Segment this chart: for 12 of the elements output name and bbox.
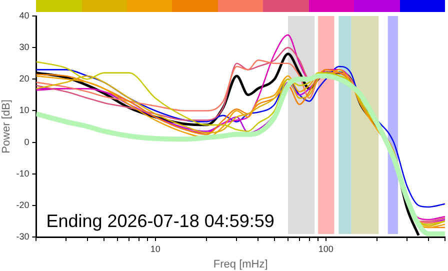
y-tick-label: 40: [19, 10, 30, 20]
y-tick-label: 10: [19, 105, 30, 116]
annotation: Ending 2026-07-18 04:59:59: [46, 210, 274, 231]
y-tick-label: -20: [16, 200, 30, 210]
y-axis-title: Power [dB]: [0, 100, 13, 154]
y-tick-label: -10: [16, 168, 30, 178]
y-tick-label: 20: [19, 74, 30, 84]
y-tick-label: -30: [16, 231, 30, 242]
x-axis-title: Freq [mHz]: [213, 258, 268, 270]
y-tick-label: 0: [24, 136, 30, 147]
y-tick-label: 30: [19, 42, 30, 52]
x-tick-label: 100: [318, 244, 334, 254]
